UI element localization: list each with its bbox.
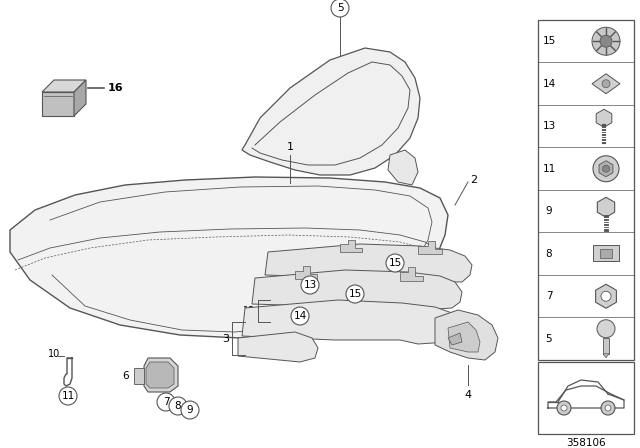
FancyBboxPatch shape xyxy=(600,249,612,258)
Circle shape xyxy=(346,285,364,303)
Polygon shape xyxy=(242,48,420,175)
Polygon shape xyxy=(599,161,613,177)
Polygon shape xyxy=(134,368,144,384)
Polygon shape xyxy=(144,358,178,392)
Text: 7: 7 xyxy=(546,291,552,301)
Text: 10: 10 xyxy=(48,349,60,359)
Circle shape xyxy=(602,165,609,172)
Polygon shape xyxy=(242,300,460,344)
Text: 4: 4 xyxy=(465,390,472,400)
Polygon shape xyxy=(435,310,498,360)
Text: 15: 15 xyxy=(348,289,362,299)
FancyBboxPatch shape xyxy=(593,245,619,261)
Text: 11: 11 xyxy=(61,391,75,401)
Polygon shape xyxy=(42,80,86,92)
Polygon shape xyxy=(10,177,448,338)
Text: 3: 3 xyxy=(222,333,229,344)
Text: 9: 9 xyxy=(546,206,552,216)
Text: 6: 6 xyxy=(123,371,129,381)
Polygon shape xyxy=(340,240,362,252)
Text: 358106: 358106 xyxy=(566,438,606,448)
Polygon shape xyxy=(418,241,442,254)
Circle shape xyxy=(601,401,615,415)
Polygon shape xyxy=(596,284,616,308)
Circle shape xyxy=(169,397,187,415)
Circle shape xyxy=(181,401,199,419)
Text: 2: 2 xyxy=(470,175,477,185)
Text: 8: 8 xyxy=(175,401,181,411)
Text: 7: 7 xyxy=(163,397,170,407)
Polygon shape xyxy=(603,354,609,358)
FancyBboxPatch shape xyxy=(538,362,634,434)
Text: 13: 13 xyxy=(303,280,317,290)
Circle shape xyxy=(605,405,611,411)
Polygon shape xyxy=(388,150,418,185)
Text: 12: 12 xyxy=(243,306,255,316)
FancyBboxPatch shape xyxy=(538,20,634,360)
Polygon shape xyxy=(238,332,318,362)
Circle shape xyxy=(331,0,349,17)
Text: 8: 8 xyxy=(546,249,552,259)
Text: 15: 15 xyxy=(388,258,402,268)
Polygon shape xyxy=(42,92,74,116)
Polygon shape xyxy=(597,197,614,217)
Polygon shape xyxy=(448,333,462,345)
Text: 1: 1 xyxy=(287,142,294,152)
Polygon shape xyxy=(400,267,423,281)
Text: 5: 5 xyxy=(337,3,343,13)
Circle shape xyxy=(600,35,612,47)
Polygon shape xyxy=(146,362,174,388)
Text: 5: 5 xyxy=(546,334,552,344)
Circle shape xyxy=(301,276,319,294)
Circle shape xyxy=(291,307,309,325)
Polygon shape xyxy=(265,244,472,282)
Text: 13: 13 xyxy=(542,121,556,131)
Circle shape xyxy=(557,401,571,415)
Circle shape xyxy=(561,405,567,411)
Polygon shape xyxy=(596,109,612,127)
Circle shape xyxy=(593,156,619,182)
FancyBboxPatch shape xyxy=(603,338,609,354)
Circle shape xyxy=(602,80,610,88)
Polygon shape xyxy=(592,74,620,94)
Polygon shape xyxy=(448,322,480,352)
Circle shape xyxy=(59,387,77,405)
Polygon shape xyxy=(74,80,86,116)
Circle shape xyxy=(157,393,175,411)
Text: 11: 11 xyxy=(542,164,556,174)
Text: 16: 16 xyxy=(108,83,124,93)
Polygon shape xyxy=(252,270,462,310)
Text: 15: 15 xyxy=(542,36,556,46)
Text: 14: 14 xyxy=(293,311,307,321)
Polygon shape xyxy=(295,266,317,279)
Text: 9: 9 xyxy=(187,405,193,415)
Circle shape xyxy=(592,27,620,55)
Circle shape xyxy=(597,320,615,338)
Text: 14: 14 xyxy=(542,79,556,89)
Circle shape xyxy=(386,254,404,272)
Circle shape xyxy=(601,291,611,301)
